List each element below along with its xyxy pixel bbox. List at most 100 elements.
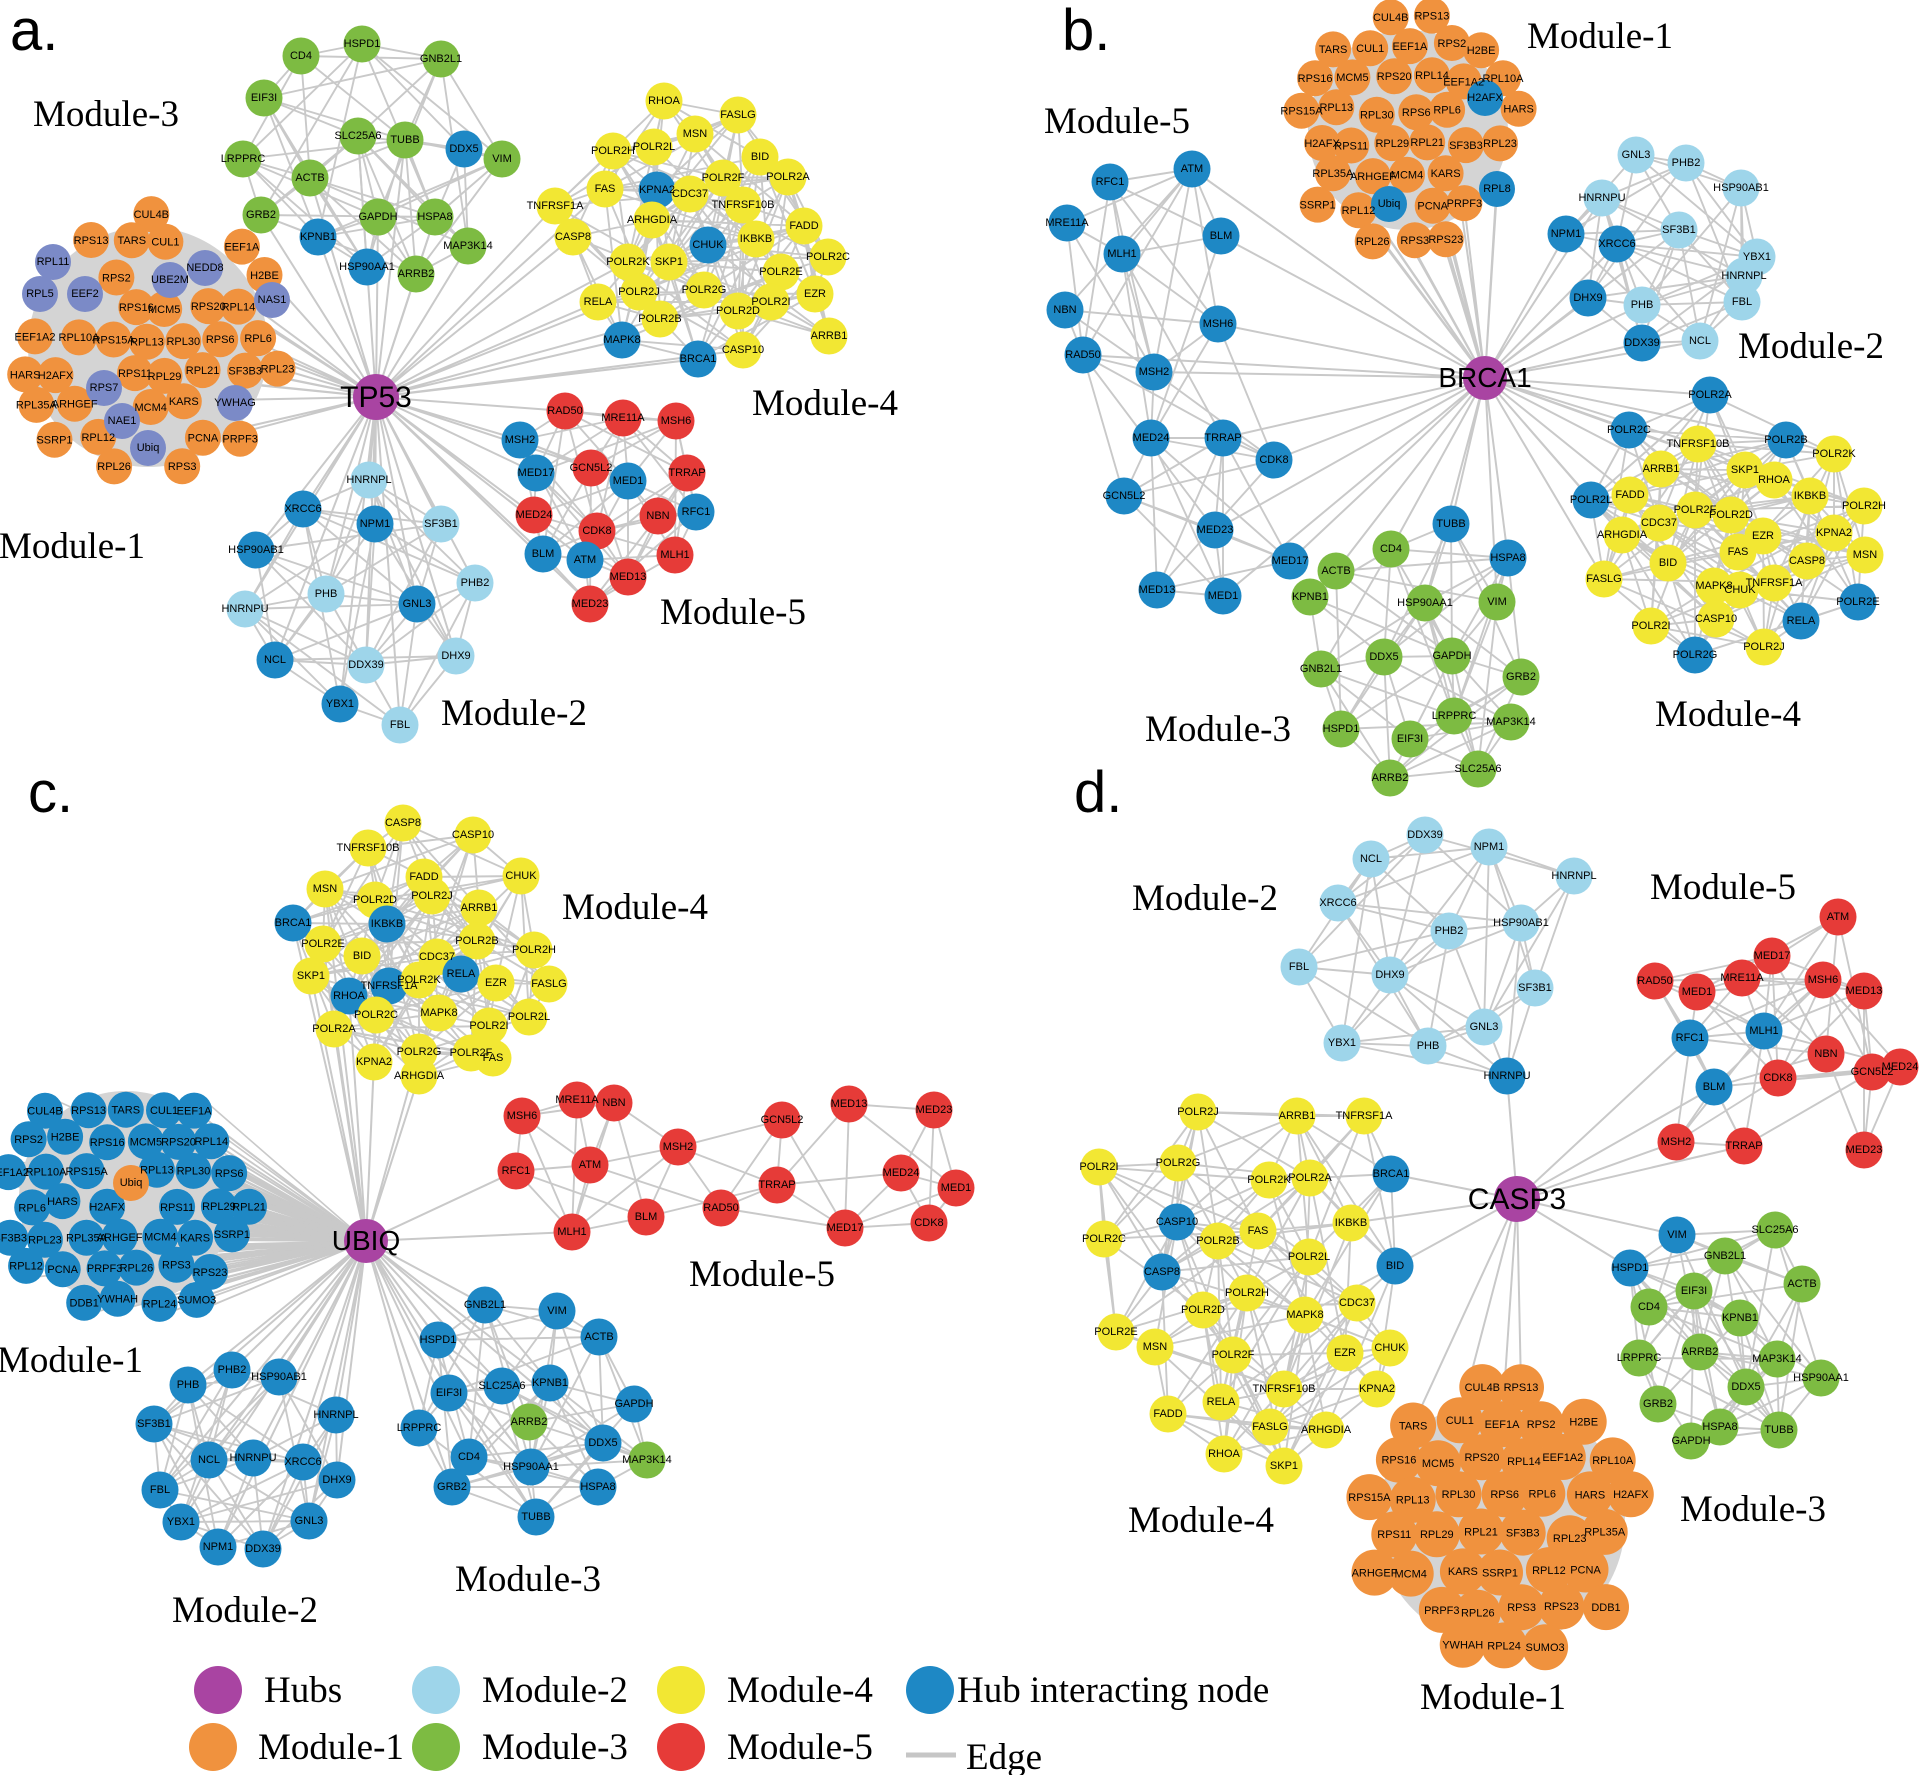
svg-text:RPS11: RPS11 bbox=[118, 368, 152, 380]
svg-text:EEF1A: EEF1A bbox=[177, 1106, 213, 1118]
svg-text:HSPA8: HSPA8 bbox=[417, 211, 452, 223]
svg-text:SF3B1: SF3B1 bbox=[137, 1418, 171, 1430]
svg-text:RHOA: RHOA bbox=[1208, 1448, 1240, 1460]
svg-text:TARS: TARS bbox=[112, 1105, 141, 1117]
svg-text:POLR2E: POLR2E bbox=[1836, 596, 1879, 608]
svg-text:IKBKB: IKBKB bbox=[1794, 490, 1826, 502]
svg-text:RHOA: RHOA bbox=[648, 95, 680, 107]
svg-text:MSH6: MSH6 bbox=[507, 1110, 538, 1122]
svg-text:MED24: MED24 bbox=[1133, 432, 1170, 444]
svg-text:RFC1: RFC1 bbox=[682, 506, 711, 518]
svg-text:RPL29: RPL29 bbox=[1375, 138, 1409, 150]
svg-text:GAPDH: GAPDH bbox=[1432, 650, 1471, 662]
svg-text:SSRP1: SSRP1 bbox=[1482, 1567, 1518, 1579]
svg-text:CUL4B: CUL4B bbox=[27, 1106, 62, 1118]
svg-text:Module-3: Module-3 bbox=[482, 1727, 628, 1768]
svg-text:SKP1: SKP1 bbox=[297, 970, 325, 982]
svg-text:NBN: NBN bbox=[602, 1097, 625, 1109]
svg-text:TARS: TARS bbox=[118, 235, 147, 247]
svg-text:NPM1: NPM1 bbox=[203, 1541, 234, 1553]
svg-text:POLR2D: POLR2D bbox=[1181, 1304, 1225, 1316]
svg-text:FADD: FADD bbox=[789, 220, 818, 232]
svg-text:YWHAG: YWHAG bbox=[214, 397, 256, 409]
svg-text:RPL13: RPL13 bbox=[1396, 1495, 1430, 1507]
svg-text:RPL29: RPL29 bbox=[148, 371, 182, 383]
svg-text:RPL6: RPL6 bbox=[1529, 1489, 1557, 1501]
svg-text:RPS23: RPS23 bbox=[1544, 1601, 1579, 1613]
svg-text:RPL10A: RPL10A bbox=[59, 332, 101, 344]
svg-text:RPL12: RPL12 bbox=[1342, 205, 1376, 217]
svg-text:ARHGEF: ARHGEF bbox=[97, 1232, 143, 1244]
svg-text:DDX5: DDX5 bbox=[449, 143, 478, 155]
svg-text:RPS3: RPS3 bbox=[1400, 235, 1429, 247]
svg-text:ARRB2: ARRB2 bbox=[398, 268, 435, 280]
svg-text:SLC25A6: SLC25A6 bbox=[1751, 1224, 1798, 1236]
svg-text:POLR2L: POLR2L bbox=[508, 1011, 550, 1023]
svg-text:MLH1: MLH1 bbox=[1107, 248, 1136, 260]
svg-text:RPL21: RPL21 bbox=[232, 1202, 266, 1214]
svg-text:GNB2L1: GNB2L1 bbox=[1300, 663, 1342, 675]
svg-text:MRE11A: MRE11A bbox=[601, 412, 645, 424]
svg-text:HSPD1: HSPD1 bbox=[344, 38, 381, 50]
svg-text:RPS6: RPS6 bbox=[206, 334, 235, 346]
svg-text:PHB2: PHB2 bbox=[1672, 157, 1701, 169]
svg-text:ACTB: ACTB bbox=[584, 1331, 613, 1343]
svg-text:HNRNPU: HNRNPU bbox=[1483, 1070, 1530, 1082]
svg-text:POLR2B: POLR2B bbox=[1764, 434, 1807, 446]
svg-text:EEF1A: EEF1A bbox=[224, 241, 260, 253]
svg-text:DDB1: DDB1 bbox=[70, 1298, 99, 1310]
svg-text:CDC37: CDC37 bbox=[1641, 517, 1677, 529]
svg-text:Ubiq: Ubiq bbox=[137, 442, 160, 454]
svg-text:PCNA: PCNA bbox=[1570, 1564, 1601, 1576]
svg-text:RPS16: RPS16 bbox=[1381, 1455, 1416, 1467]
svg-text:Ubiq: Ubiq bbox=[120, 1177, 143, 1189]
svg-text:POLR2A: POLR2A bbox=[312, 1023, 356, 1035]
svg-text:CHUK: CHUK bbox=[692, 239, 724, 251]
svg-text:POLR2L: POLR2L bbox=[1570, 494, 1612, 506]
svg-text:Module-1: Module-1 bbox=[1527, 16, 1673, 57]
svg-text:POLR2D: POLR2D bbox=[353, 894, 397, 906]
svg-text:POLR2F: POLR2F bbox=[702, 172, 745, 184]
svg-text:POLR2H: POLR2H bbox=[1842, 500, 1886, 512]
svg-text:ARRB1: ARRB1 bbox=[461, 902, 498, 914]
svg-text:RPL35A: RPL35A bbox=[16, 400, 58, 412]
svg-text:XRCC6: XRCC6 bbox=[284, 503, 321, 515]
svg-text:TNFRSF10B: TNFRSF10B bbox=[712, 199, 775, 211]
svg-text:HSPD1: HSPD1 bbox=[420, 1334, 457, 1346]
svg-text:POLR2J: POLR2J bbox=[411, 890, 453, 902]
svg-text:POLR2B: POLR2B bbox=[1196, 1235, 1239, 1247]
svg-text:VIM: VIM bbox=[547, 1305, 567, 1317]
svg-text:RPS3: RPS3 bbox=[162, 1260, 191, 1272]
svg-text:MLH1: MLH1 bbox=[557, 1226, 586, 1238]
svg-text:DHX9: DHX9 bbox=[1375, 969, 1404, 981]
svg-text:MED23: MED23 bbox=[1197, 524, 1234, 536]
svg-text:BRCA1: BRCA1 bbox=[680, 353, 717, 365]
svg-text:RPL30: RPL30 bbox=[1360, 110, 1394, 122]
svg-text:RAD50: RAD50 bbox=[547, 405, 582, 417]
svg-text:MAP3K14: MAP3K14 bbox=[622, 1454, 672, 1466]
svg-text:RPL23: RPL23 bbox=[261, 363, 295, 375]
svg-text:FBL: FBL bbox=[150, 1484, 170, 1496]
svg-text:RPL30: RPL30 bbox=[166, 336, 200, 348]
svg-text:YWHAH: YWHAH bbox=[97, 1294, 138, 1306]
svg-text:GAPDH: GAPDH bbox=[358, 211, 397, 223]
svg-text:MAP3K14: MAP3K14 bbox=[443, 240, 493, 252]
svg-text:HSP90AB1: HSP90AB1 bbox=[228, 544, 284, 556]
svg-text:CD4: CD4 bbox=[1380, 543, 1402, 555]
svg-text:DHX9: DHX9 bbox=[1573, 292, 1602, 304]
svg-text:POLR2L: POLR2L bbox=[1288, 1251, 1330, 1263]
svg-text:Module-3: Module-3 bbox=[33, 94, 179, 135]
svg-text:MCM4: MCM4 bbox=[144, 1232, 176, 1244]
svg-text:RPL14: RPL14 bbox=[222, 301, 256, 313]
svg-text:ARHGEF: ARHGEF bbox=[1350, 171, 1396, 183]
svg-text:MSN: MSN bbox=[683, 128, 708, 140]
svg-text:Module-2: Module-2 bbox=[441, 693, 587, 734]
svg-text:CASP8: CASP8 bbox=[555, 231, 591, 243]
svg-text:GNL3: GNL3 bbox=[295, 1515, 324, 1527]
svg-text:POLR2H: POLR2H bbox=[591, 145, 635, 157]
svg-text:RPS13: RPS13 bbox=[1414, 11, 1449, 23]
svg-text:EEF1A: EEF1A bbox=[1485, 1419, 1521, 1431]
svg-text:RPL21: RPL21 bbox=[1464, 1526, 1498, 1538]
svg-text:RPL6: RPL6 bbox=[18, 1202, 46, 1214]
svg-text:Module-5: Module-5 bbox=[1044, 101, 1190, 142]
